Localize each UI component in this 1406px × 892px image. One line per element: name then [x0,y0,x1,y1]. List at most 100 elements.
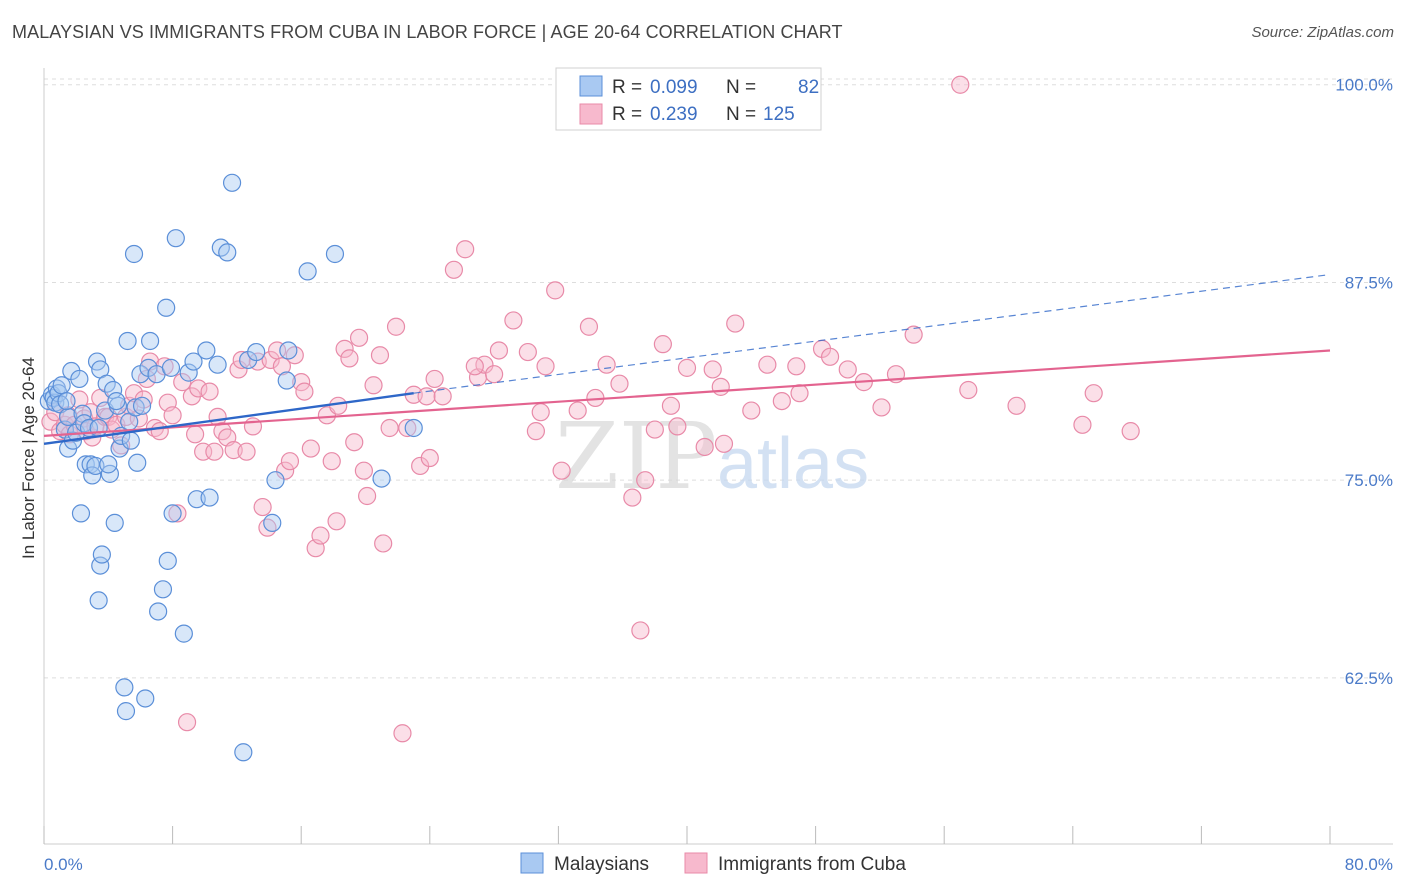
malaysian-point [83,466,102,485]
cuba-point [150,422,169,441]
malaysian-point [107,391,126,411]
cuba-point [653,335,672,354]
cuba-point [186,425,205,444]
cuba-point [200,382,219,401]
cuba-point [758,355,777,374]
legend-n-label-blue: N = [726,77,756,98]
malaysian-point [121,431,140,450]
series-legend-label-malaysians: Malaysians [554,854,649,875]
cuba-point [597,355,616,374]
y-tick-label: 75.0% [1345,471,1393,490]
cuba-point [959,380,978,400]
cuba-point [380,418,399,438]
y-axis-label: In Labor Force | Age 20-64 [19,357,38,559]
malaysian-point [218,243,237,262]
cuba-point [232,350,251,370]
cuba-point [668,417,687,436]
legend-r-value-pink: 0.239 [650,104,698,125]
cuba-point [322,452,341,471]
malaysian-point [200,488,219,507]
cuba-point [790,384,809,403]
malaysian-point [136,689,155,708]
trend-layer [43,273,1331,445]
cuba-point [237,442,256,461]
legend-n-value-blue: 82 [798,77,819,98]
cuba-point [526,422,545,441]
cuba-point [579,317,599,336]
cuba-point [327,512,346,531]
legend-n-value-pink: 125 [763,104,795,125]
cuba-point [631,621,650,640]
malaysian-point [153,580,173,599]
cuba-point [386,317,406,336]
series-legend: Malaysians Immigrants from Cuba [520,852,906,875]
cuba-point [456,240,475,259]
cuba-point [189,379,208,398]
malaysian-point [197,341,216,360]
cuba-point [645,420,664,439]
malaysian-point [140,331,160,351]
cuba-point [1121,422,1140,441]
y-tick-label: 87.5% [1345,273,1393,292]
cuba-point [568,401,587,420]
cuba-point [345,433,364,452]
malaysian-point [247,342,266,362]
legend-r-label-pink: R = [612,104,642,125]
malaysian-point [298,262,317,281]
cuba-point [465,357,484,376]
malaysian-point [179,363,198,382]
malaysian-point [124,244,144,264]
cuba-point [292,373,311,392]
cuba-point [41,412,60,431]
cuba-point [838,360,857,379]
cuba-trend-line [43,349,1331,437]
malaysian-point [184,352,203,371]
cuba-point [1073,415,1092,434]
malaysian-trend-line [43,391,414,445]
malaysian-point [89,418,108,438]
cuba-point [335,339,354,358]
cuba-point [417,387,436,406]
cuba-point [243,417,263,436]
series-legend-swatch-cuba [684,852,708,874]
malaysian-point [89,591,108,610]
malaysian-point [166,229,185,248]
malaysian-point [234,743,253,762]
cuba-point [340,349,359,368]
cuba-point [1007,396,1026,415]
cuba-point [374,534,393,553]
cuba-point [1084,384,1103,403]
cuba-point [489,341,509,360]
legend-swatch-blue [579,75,603,97]
cuba-point [358,486,377,506]
malaysian-point [116,702,136,721]
cuba-point [205,442,224,461]
cuba-point [610,374,629,393]
cuba-point [229,360,248,379]
malaysian-point [161,358,181,377]
cuba-point [425,369,444,389]
cuba-point [311,526,330,545]
malaysian-point [157,298,176,317]
cuba-point [695,437,714,457]
malaysian-point [263,513,282,532]
x-tick-label-min: 0.0% [44,855,83,874]
cuba-point [787,357,806,376]
malaysian-point [132,396,152,415]
cuba-point [253,497,272,517]
cuba-point [726,314,745,333]
cuba-point [272,357,292,376]
malaysian-point [115,678,134,697]
cuba-point [370,346,390,365]
cuba-point [636,471,655,490]
malaysian-trend-extension [413,273,1331,394]
stats-legend: R = 0.099 N = 82 R = 0.239 N = 125 [555,67,822,131]
cuba-point [364,376,383,395]
cuba-point [349,328,369,347]
y-tick-label: 100.0% [1335,76,1393,95]
cuba-point [485,365,504,384]
cuba-point [444,260,464,279]
cuba-point [280,452,300,471]
cuba-point [329,396,348,415]
